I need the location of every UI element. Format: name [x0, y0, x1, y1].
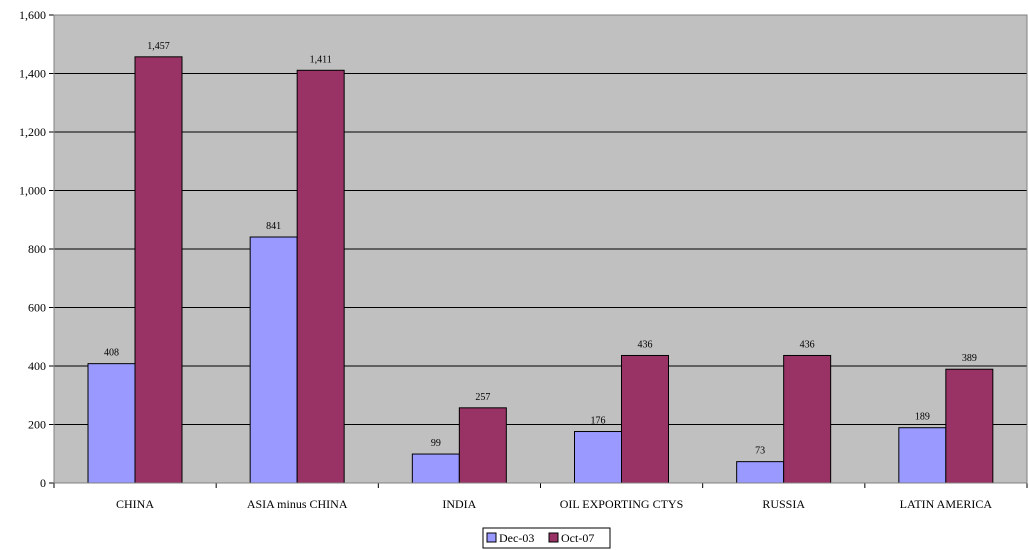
- x-tick-label: RUSSIA: [762, 497, 805, 511]
- x-tick-label: OIL EXPORTING CTYS: [560, 497, 684, 511]
- data-label: 1,457: [147, 41, 170, 52]
- legend-swatch: [486, 532, 497, 543]
- bar-dec-03: [574, 431, 622, 484]
- y-tick-label: 1,400: [19, 67, 46, 81]
- legend-label: Dec-03: [499, 531, 534, 545]
- y-tick-label: 1,600: [19, 8, 46, 22]
- plot-border: [53, 14, 1028, 484]
- data-label: 436: [638, 339, 653, 350]
- x-tick-label: ASIA minus CHINA: [247, 497, 348, 511]
- y-tick-label: 1,200: [19, 125, 46, 139]
- data-label: 436: [800, 339, 815, 350]
- bar-dec-03: [249, 236, 298, 484]
- legend-box: [482, 527, 611, 549]
- y-axis: 0 200 400 600 800 1,000 1,200 1,400 1,600: [19, 8, 55, 490]
- bar-oct-07: [621, 354, 669, 484]
- bar-oct-07: [945, 368, 994, 484]
- bar-dec-03: [898, 427, 947, 484]
- data-label: 99: [431, 438, 441, 449]
- data-label: 1,411: [310, 54, 332, 65]
- data-label: 176: [591, 416, 606, 427]
- x-tick-label: LATIN AMERICA: [900, 497, 993, 511]
- data-labels: 408 1,457 841 1,411 99 257 176 436 73 436 189 389: [104, 41, 977, 457]
- data-label: 389: [962, 353, 977, 364]
- x-tick-label: INDIA: [442, 497, 476, 511]
- bar-dec-03: [736, 461, 785, 484]
- data-label: 408: [104, 348, 119, 359]
- bar-dec-03: [411, 453, 460, 484]
- x-tick-label: CHINA: [116, 497, 154, 511]
- bar-oct-07: [458, 407, 507, 484]
- legend-label: Oct-07: [561, 531, 594, 545]
- bars: [87, 56, 994, 484]
- data-label: 257: [475, 392, 490, 403]
- legend-swatch: [548, 532, 559, 543]
- x-axis: CHINA ASIA minus CHINA INDIA OIL EXPORTING …: [53, 14, 1028, 511]
- y-tick-label: 1,000: [19, 184, 46, 198]
- y-tick-label: 800: [28, 242, 46, 256]
- y-tick-label: 0: [40, 476, 46, 490]
- y-tick-label: 200: [28, 418, 46, 432]
- bar-oct-07: [296, 69, 345, 484]
- bar-oct-07: [783, 354, 832, 484]
- y-tick-label: 400: [28, 359, 46, 373]
- data-label: 189: [915, 412, 930, 423]
- legend: Dec-03 Oct-07: [482, 527, 611, 549]
- data-label: 841: [266, 221, 281, 232]
- bar-dec-03: [87, 363, 136, 484]
- y-tick-label: 600: [28, 301, 46, 315]
- bar-oct-07: [134, 56, 183, 484]
- data-label: 73: [755, 446, 765, 457]
